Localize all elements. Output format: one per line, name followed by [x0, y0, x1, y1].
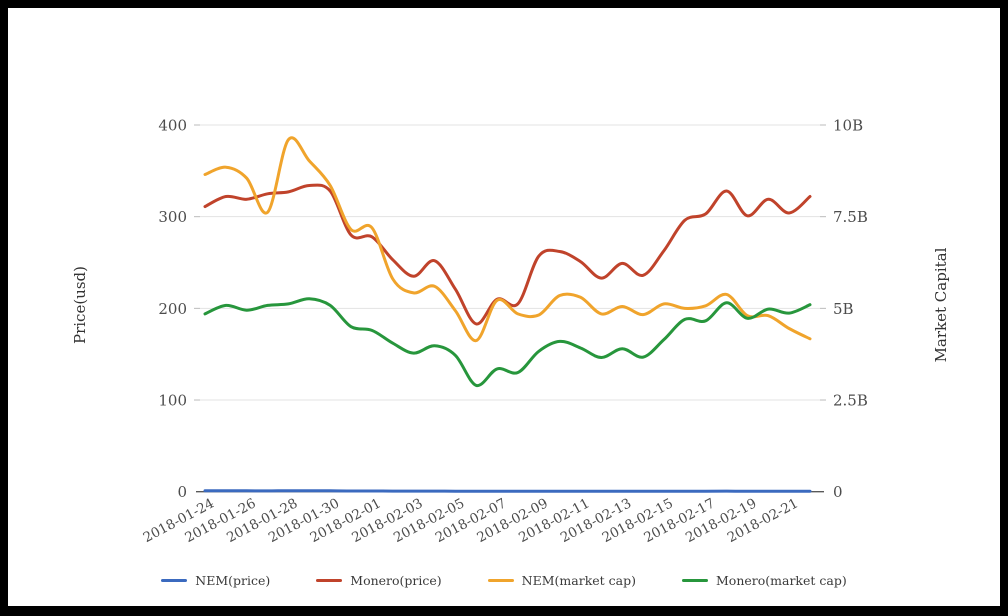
- y-tick-right: 7.5B: [833, 208, 868, 226]
- y-tick-left: 100: [158, 392, 187, 410]
- legend-item-nem-market-cap[interactable]: NEM(market cap): [487, 573, 636, 588]
- legend-swatch-monero-price: [316, 579, 343, 582]
- y-tick-left: 200: [158, 300, 187, 318]
- y-tick-right: 10B: [833, 117, 863, 135]
- frame-left: [0, 0, 8, 616]
- y-axis-title-right: Market Capital: [932, 247, 950, 363]
- y-tick-left: 300: [158, 208, 187, 226]
- legend-item-nem-price[interactable]: NEM(price): [161, 573, 270, 588]
- frame-right: [1000, 0, 1008, 616]
- x-axis-labels: 2018-01-242018-01-262018-01-282018-01-30…: [141, 495, 801, 546]
- y-tick-left: 400: [158, 117, 187, 135]
- y-axis-labels-right: 0 2.5B 5B 7.5B 10B: [833, 117, 868, 502]
- series-line-monero-market-cap: [203, 297, 812, 387]
- legend-label: Monero(price): [350, 573, 442, 588]
- y-tick-right: 0: [833, 483, 843, 501]
- series-lines: [203, 136, 812, 493]
- y-tick-right: 2.5B: [833, 392, 868, 410]
- legend-swatch-nem-price: [161, 579, 188, 582]
- y-tick-right: 5B: [833, 300, 854, 318]
- legend-swatch-monero-market-cap: [682, 579, 708, 582]
- legend-item-monero-market-cap[interactable]: Monero(market cap): [682, 573, 847, 588]
- frame-bottom: [0, 606, 1008, 616]
- legend-label: NEM(price): [195, 573, 271, 588]
- y-axis-title-left: Price(usd): [71, 266, 89, 345]
- legend-label: NEM(market cap): [521, 573, 636, 588]
- legend-label: Monero(market cap): [716, 573, 847, 588]
- legend-item-monero-price[interactable]: Monero(price): [316, 573, 442, 588]
- series-line-nem-price: [203, 489, 812, 493]
- y-tick-left: 0: [177, 483, 187, 501]
- y-axis-labels-left: 0 100 200 300 400: [158, 117, 187, 502]
- legend-swatch-nem-market-cap: [487, 579, 514, 582]
- legend: NEM(price) Monero(price) NEM(market cap) Mo…: [0, 573, 1008, 588]
- series-line-nem-market-cap: [203, 136, 812, 343]
- frame-top: [0, 0, 1008, 8]
